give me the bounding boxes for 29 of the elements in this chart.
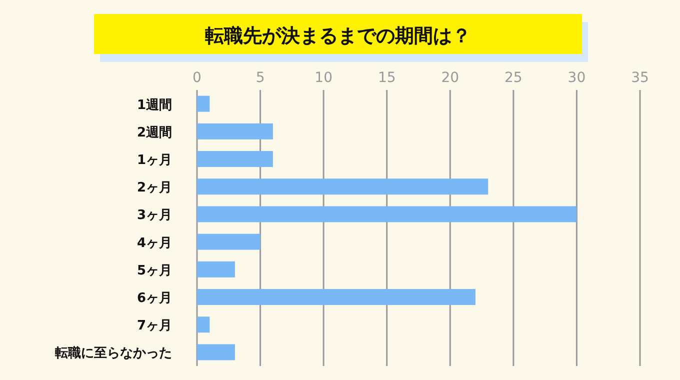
- bar: [197, 178, 488, 195]
- bar: [197, 151, 273, 167]
- y-tick-label: 7ヶ月: [136, 318, 172, 334]
- bar: [197, 316, 210, 333]
- y-tick-label: 3ヶ月: [136, 208, 172, 224]
- bar: [197, 289, 476, 305]
- x-tick-label: 25: [504, 70, 522, 86]
- y-tick-label: 1ヶ月: [136, 153, 172, 168]
- y-tick-label: 6ヶ月: [136, 291, 172, 306]
- x-tick-label: 30: [568, 70, 586, 86]
- y-tick-label: 4ヶ月: [136, 236, 172, 251]
- bar: [197, 123, 273, 140]
- y-tick-label: 5ヶ月: [136, 263, 172, 278]
- y-tick-label: 2週間: [136, 125, 172, 140]
- x-tick-label: 20: [441, 70, 460, 86]
- x-tick-label: 5: [256, 70, 265, 86]
- bar: [197, 206, 577, 222]
- y-tick-label: 2ヶ月: [136, 180, 172, 196]
- x-tick-label: 35: [631, 70, 649, 86]
- x-tick-label: 10: [314, 70, 332, 86]
- bar: [197, 261, 235, 278]
- y-tick-label: 1週間: [136, 98, 172, 113]
- y-tick-label: 転職に至らなかった: [54, 345, 172, 362]
- x-tick-label: 15: [378, 70, 396, 86]
- bar: [197, 96, 210, 112]
- x-tick-label: 0: [192, 70, 202, 86]
- bar: [197, 234, 260, 250]
- chart-title: 転職先が決まるまでの期間は？: [205, 25, 471, 47]
- bar: [197, 344, 235, 360]
